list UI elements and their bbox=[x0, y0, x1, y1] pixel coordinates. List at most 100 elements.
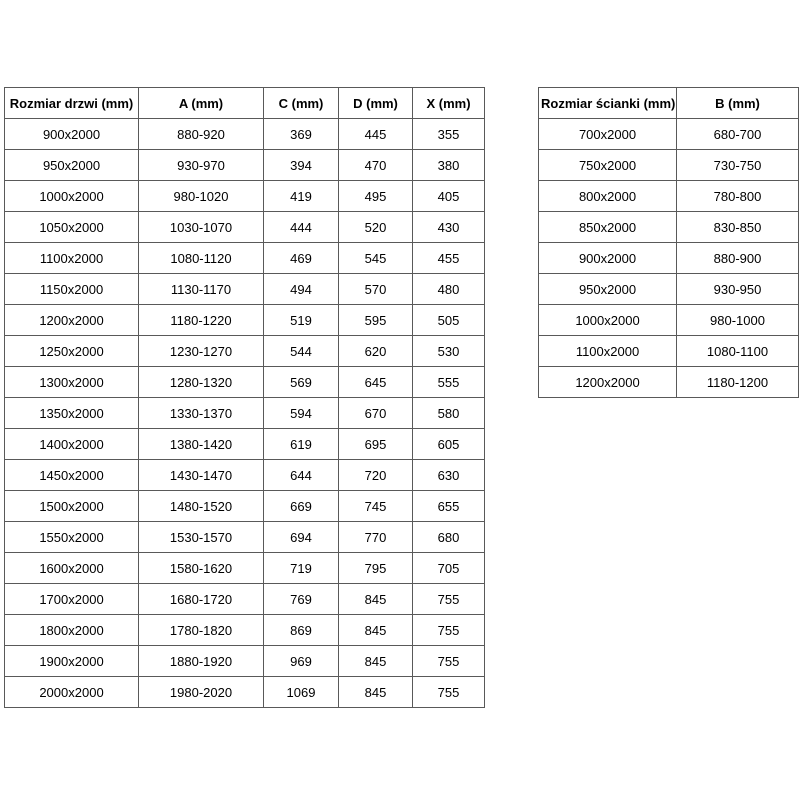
table-cell: 720 bbox=[338, 459, 413, 491]
table-cell: 620 bbox=[338, 335, 413, 367]
table-cell: 1230-1270 bbox=[138, 335, 264, 367]
table-row: 1150x2000 1130-1170 494 570 480 bbox=[4, 273, 485, 305]
table-cell: 950x2000 bbox=[4, 149, 139, 181]
table-cell: 455 bbox=[412, 242, 485, 274]
table-cell: 595 bbox=[338, 304, 413, 336]
table-cell: 845 bbox=[338, 614, 413, 646]
table-cell: 1900x2000 bbox=[4, 645, 139, 677]
table-cell: 980-1000 bbox=[676, 304, 799, 336]
table-cell: 770 bbox=[338, 521, 413, 553]
table-cell: 705 bbox=[412, 552, 485, 584]
table-cell: 470 bbox=[338, 149, 413, 181]
table-cell: 755 bbox=[412, 583, 485, 615]
table-cell: 1030-1070 bbox=[138, 211, 264, 243]
door-sizes-table-body: 900x2000 880-920 369 445 355 950x2000 930-970 3… bbox=[4, 118, 485, 708]
table-cell: 1450x2000 bbox=[4, 459, 139, 491]
table-cell: 495 bbox=[338, 180, 413, 212]
table-cell: 830-850 bbox=[676, 211, 799, 243]
table-cell: 694 bbox=[263, 521, 339, 553]
table-cell: 1050x2000 bbox=[4, 211, 139, 243]
table-cell: 1550x2000 bbox=[4, 521, 139, 553]
table-cell: 1330-1370 bbox=[138, 397, 264, 429]
column-header-d: D (mm) bbox=[338, 87, 413, 119]
table-row: 1100x2000 1080-1100 bbox=[538, 335, 799, 367]
table-cell: 845 bbox=[338, 583, 413, 615]
table-row: 1550x2000 1530-1570 694 770 680 bbox=[4, 521, 485, 553]
table-cell: 519 bbox=[263, 304, 339, 336]
table-row: 850x2000 830-850 bbox=[538, 211, 799, 243]
table-cell: 369 bbox=[263, 118, 339, 150]
table-cell: 594 bbox=[263, 397, 339, 429]
table-row: 2000x2000 1980-2020 1069 845 755 bbox=[4, 676, 485, 708]
table-cell: 845 bbox=[338, 676, 413, 708]
table-cell: 1400x2000 bbox=[4, 428, 139, 460]
table-cell: 544 bbox=[263, 335, 339, 367]
table-cell: 1580-1620 bbox=[138, 552, 264, 584]
table-cell: 430 bbox=[412, 211, 485, 243]
table-cell: 1280-1320 bbox=[138, 366, 264, 398]
table-cell: 1000x2000 bbox=[538, 304, 677, 336]
table-cell: 755 bbox=[412, 676, 485, 708]
table-cell: 1250x2000 bbox=[4, 335, 139, 367]
table-cell: 1530-1570 bbox=[138, 521, 264, 553]
table-cell: 555 bbox=[412, 366, 485, 398]
table-cell: 545 bbox=[338, 242, 413, 274]
table-cell: 930-970 bbox=[138, 149, 264, 181]
table-cell: 1430-1470 bbox=[138, 459, 264, 491]
table-cell: 569 bbox=[263, 366, 339, 398]
table-cell: 469 bbox=[263, 242, 339, 274]
table-cell: 405 bbox=[412, 180, 485, 212]
table-cell: 605 bbox=[412, 428, 485, 460]
table-cell: 680-700 bbox=[676, 118, 799, 150]
table-cell: 355 bbox=[412, 118, 485, 150]
table-cell: 880-920 bbox=[138, 118, 264, 150]
wall-sizes-table-header: Rozmiar ścianki (mm) B (mm) bbox=[538, 87, 799, 119]
table-cell: 380 bbox=[412, 149, 485, 181]
door-sizes-table: Rozmiar drzwi (mm) A (mm) C (mm) D (mm) … bbox=[4, 87, 485, 708]
column-header-x: X (mm) bbox=[412, 87, 485, 119]
table-row: 1450x2000 1430-1470 644 720 630 bbox=[4, 459, 485, 491]
column-header-a: A (mm) bbox=[138, 87, 264, 119]
table-cell: 969 bbox=[263, 645, 339, 677]
table-cell: 655 bbox=[412, 490, 485, 522]
table-cell: 980-1020 bbox=[138, 180, 264, 212]
table-row: 1300x2000 1280-1320 569 645 555 bbox=[4, 366, 485, 398]
table-cell: 869 bbox=[263, 614, 339, 646]
table-cell: 700x2000 bbox=[538, 118, 677, 150]
table-cell: 680 bbox=[412, 521, 485, 553]
table-cell: 505 bbox=[412, 304, 485, 336]
table-cell: 1069 bbox=[263, 676, 339, 708]
table-cell: 669 bbox=[263, 490, 339, 522]
table-cell: 900x2000 bbox=[538, 242, 677, 274]
table-cell: 1080-1100 bbox=[676, 335, 799, 367]
table-cell: 1480-1520 bbox=[138, 490, 264, 522]
table-cell: 900x2000 bbox=[4, 118, 139, 150]
table-cell: 1300x2000 bbox=[4, 366, 139, 398]
table-cell: 394 bbox=[263, 149, 339, 181]
table-cell: 845 bbox=[338, 645, 413, 677]
table-header-row: Rozmiar ścianki (mm) B (mm) bbox=[538, 87, 799, 119]
table-cell: 445 bbox=[338, 118, 413, 150]
table-cell: 1780-1820 bbox=[138, 614, 264, 646]
table-cell: 950x2000 bbox=[538, 273, 677, 305]
table-cell: 1700x2000 bbox=[4, 583, 139, 615]
table-row: 1000x2000 980-1000 bbox=[538, 304, 799, 336]
table-cell: 1880-1920 bbox=[138, 645, 264, 677]
table-cell: 719 bbox=[263, 552, 339, 584]
table-cell: 644 bbox=[263, 459, 339, 491]
table-cell: 1980-2020 bbox=[138, 676, 264, 708]
table-cell: 930-950 bbox=[676, 273, 799, 305]
table-cell: 695 bbox=[338, 428, 413, 460]
column-header-door-size: Rozmiar drzwi (mm) bbox=[4, 87, 139, 119]
table-row: 950x2000 930-950 bbox=[538, 273, 799, 305]
table-cell: 520 bbox=[338, 211, 413, 243]
table-cell: 645 bbox=[338, 366, 413, 398]
column-header-c: C (mm) bbox=[263, 87, 339, 119]
table-row: 1200x2000 1180-1200 bbox=[538, 366, 799, 398]
table-row: 800x2000 780-800 bbox=[538, 180, 799, 212]
table-cell: 850x2000 bbox=[538, 211, 677, 243]
table-cell: 1500x2000 bbox=[4, 490, 139, 522]
table-row: 1400x2000 1380-1420 619 695 605 bbox=[4, 428, 485, 460]
table-row: 700x2000 680-700 bbox=[538, 118, 799, 150]
table-cell: 580 bbox=[412, 397, 485, 429]
